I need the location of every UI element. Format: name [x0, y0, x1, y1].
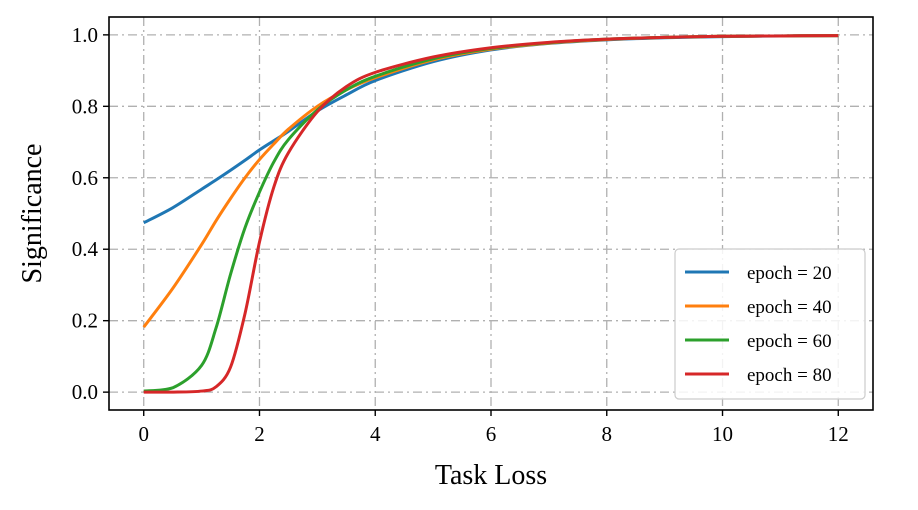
legend-label: epoch = 80 [747, 365, 832, 386]
y-tick-label: 0.6 [72, 166, 98, 190]
y-tick-label: 1.0 [72, 23, 98, 47]
x-tick-label: 10 [712, 422, 733, 446]
legend: epoch = 20 epoch = 40 epoch = 60 epoch = 80 [674, 248, 866, 400]
x-tick-label: 12 [828, 422, 849, 446]
series-line-epoch-80 [143, 34, 839, 394]
axis-ticks: 0 2 4 6 8 10 12 0.0 0.2 0.4 0.6 0.8 1.0 [72, 23, 849, 446]
legend-label: epoch = 60 [747, 331, 832, 352]
legend-box [674, 248, 866, 400]
y-tick-label: 0.8 [72, 94, 98, 118]
x-tick-label: 8 [602, 422, 613, 446]
x-tick-label: 4 [370, 422, 381, 446]
legend-label: epoch = 40 [747, 297, 832, 318]
y-tick-label: 0.4 [72, 237, 99, 261]
y-tick-label: 0.0 [72, 380, 98, 404]
legend-label: epoch = 20 [747, 263, 832, 284]
x-tick-label: 6 [486, 422, 497, 446]
x-tick-label: 0 [138, 422, 149, 446]
x-axis-label: Task Loss [435, 460, 547, 491]
plot-lines [142, 34, 839, 394]
grid [109, 17, 873, 410]
y-tick-label: 0.2 [72, 309, 98, 333]
y-axis-label: Significance [17, 144, 48, 284]
x-tick-label: 2 [254, 422, 265, 446]
